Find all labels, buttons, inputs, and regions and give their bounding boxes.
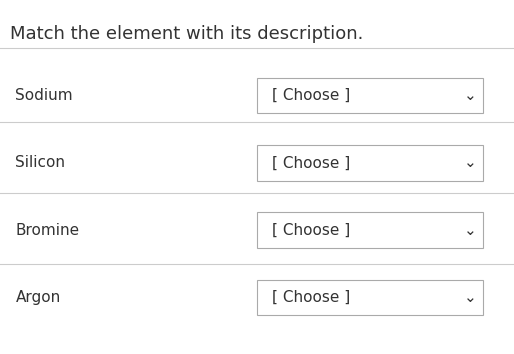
Text: [ Choose ]: [ Choose ] [272,223,351,238]
Text: ⌄: ⌄ [464,88,476,103]
Text: ⌄: ⌄ [464,290,476,305]
Text: [ Choose ]: [ Choose ] [272,88,351,103]
Text: ⌄: ⌄ [464,223,476,238]
Text: [ Choose ]: [ Choose ] [272,155,351,170]
FancyBboxPatch shape [257,145,483,181]
Text: [ Choose ]: [ Choose ] [272,290,351,305]
FancyBboxPatch shape [257,78,483,113]
Text: ⌄: ⌄ [464,155,476,170]
FancyBboxPatch shape [257,280,483,315]
Text: Argon: Argon [15,290,61,305]
Text: Bromine: Bromine [15,223,80,238]
Text: Sodium: Sodium [15,88,73,103]
Text: Silicon: Silicon [15,155,65,170]
Text: Match the element with its description.: Match the element with its description. [10,25,363,43]
FancyBboxPatch shape [257,212,483,248]
